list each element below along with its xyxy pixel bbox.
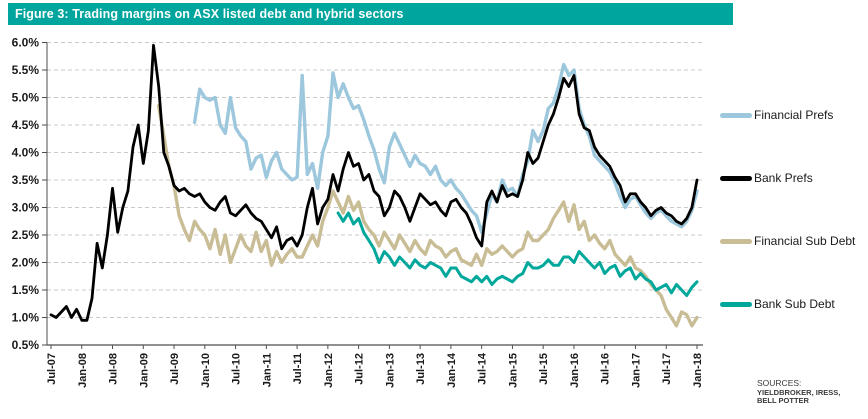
y-tick-label: 5.0% (12, 91, 40, 105)
bank-prefs-swatch (720, 175, 752, 181)
series-financial-prefs-line (192, 62, 699, 235)
figure-title: Figure 3: Trading margins on ASX listed … (15, 7, 404, 21)
x-tick-label: Jul-07 (46, 353, 58, 385)
x-axis-labels: Jul-07 Jan-08 Jul-08 Jan-09 Jul-09 Jan-10 Jul-… (46, 352, 704, 388)
x-tick-label: Jul-12 (354, 353, 366, 385)
x-tick-label: Jul-10 (231, 353, 243, 385)
sources-line-2: BELL POTTER (757, 396, 809, 406)
figure-title-bar: Figure 3: Trading margins on ASX listed … (8, 3, 733, 25)
y-tick-label: 6.0% (12, 36, 40, 50)
legend-label-bank-sub-debt: Bank Sub Debt (754, 297, 835, 311)
financial-prefs-swatch (720, 112, 752, 118)
y-tick-label: 4.5% (12, 118, 40, 132)
x-tick-label: Jan-17 (630, 353, 642, 388)
sources-heading: SOURCES: (757, 378, 802, 388)
bank-sub-debt-swatch (720, 301, 752, 307)
x-tick-label: Jul-17 (661, 353, 673, 385)
sources-line-1: YIELDBROKER, IRESS, (757, 387, 841, 397)
y-tick-label: 1.5% (12, 283, 40, 297)
legend-item-financial-sub-debt: Financial Sub Debt (720, 234, 855, 248)
x-tick-label: Jan-10 (200, 353, 212, 388)
x-tick-label: Jul-14 (477, 352, 489, 385)
series-bank-prefs-line (49, 43, 699, 322)
y-tick-label: 0.5% (12, 338, 40, 352)
y-tick-label: 2.5% (12, 228, 40, 242)
y-tick-label: 3.5% (12, 173, 40, 187)
x-tick-label: Jan-18 (692, 353, 704, 388)
x-tick-label: Jan-09 (138, 353, 150, 388)
legend-label-financial-prefs: Financial Prefs (754, 108, 834, 122)
y-tick-label: 2.0% (12, 256, 40, 270)
legend-label-bank-prefs: Bank Prefs (754, 171, 813, 185)
legend-label-financial-sub-debt: Financial Sub Debt (754, 234, 856, 248)
y-tick-label: 5.5% (12, 63, 40, 77)
financial-sub-debt-swatch (720, 238, 752, 244)
legend-item-bank-sub-debt: Bank Sub Debt (720, 297, 835, 311)
x-tick-label: Jan-14 (446, 352, 458, 388)
sources-note: SOURCES: YIELDBROKER, IRESS, BELL POTTER (757, 378, 841, 406)
x-tick-label: Jul-11 (292, 353, 304, 384)
legend-item-financial-prefs: Financial Prefs (720, 108, 833, 122)
x-tick-label: Jan-13 (384, 353, 396, 388)
x-tick-label: Jan-08 (77, 353, 89, 388)
x-tick-label: Jul-13 (415, 353, 427, 385)
x-tick-label: Jan-11 (261, 353, 273, 387)
series-bank-sub-debt-line (336, 211, 699, 297)
x-tick-label: Jan-16 (569, 353, 581, 388)
legend-item-bank-prefs: Bank Prefs (720, 171, 813, 185)
y-tick-label: 1.0% (12, 311, 40, 325)
y-tick-label: 4.0% (12, 146, 40, 160)
x-tick-label: Jul-15 (538, 353, 550, 385)
x-tick-label: Jan-15 (507, 353, 519, 388)
axes (42, 42, 703, 349)
x-tick-label: Jul-16 (600, 353, 612, 385)
x-tick-label: Jul-09 (169, 353, 181, 385)
y-axis-labels: 6.0% 5.5% 5.0% 4.5% 4.0% 3.5% 3.0% 2.5% 2.0% 1.5%… (12, 36, 40, 353)
x-tick-label: Jan-12 (323, 353, 335, 388)
y-tick-label: 3.0% (12, 201, 40, 215)
series-financial-sub-debt-line (156, 104, 699, 328)
x-tick-label: Jul-08 (108, 353, 120, 385)
plot-gridlines (47, 42, 703, 318)
